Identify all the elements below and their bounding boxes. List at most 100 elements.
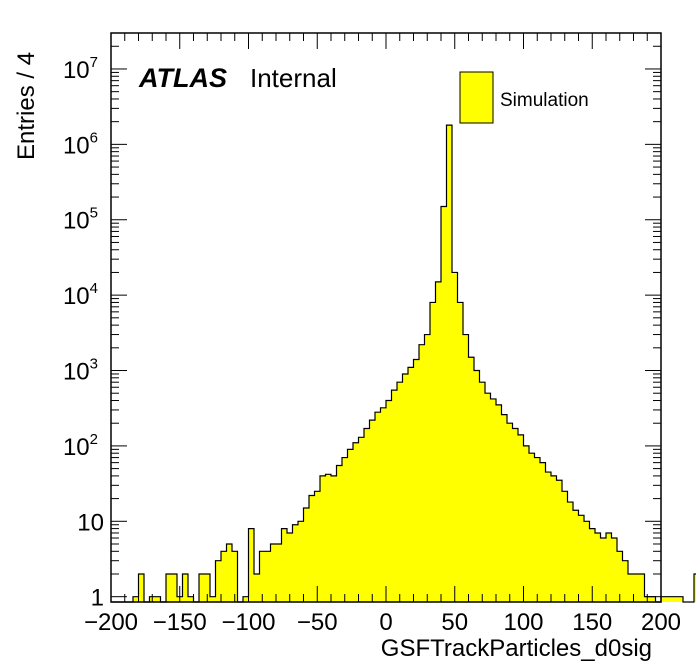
y-axis-label: Entries / 4 — [13, 52, 40, 160]
histogram-bar — [430, 302, 436, 602]
histogram-bar — [287, 532, 293, 602]
histogram-bar — [551, 475, 557, 602]
histogram-bar — [232, 551, 238, 602]
histogram-bar — [496, 404, 502, 602]
histogram-bar — [479, 382, 485, 602]
histogram-bar — [435, 281, 441, 602]
histogram-bar — [386, 400, 392, 602]
y-tick-label: 106 — [63, 129, 98, 159]
histogram-bar — [468, 357, 474, 602]
histogram-bar — [199, 573, 205, 602]
histogram-bar — [342, 457, 348, 602]
histogram-bar — [589, 528, 595, 602]
histogram-bar — [166, 573, 172, 602]
y-tick-label: 10 — [77, 509, 104, 536]
axis-ticks — [110, 32, 662, 602]
histogram-bar — [276, 543, 282, 602]
histogram-bar — [188, 596, 194, 602]
histogram-bar — [133, 596, 139, 602]
histogram-bar — [314, 491, 320, 602]
histogram-bar — [507, 423, 513, 602]
histogram-bar — [584, 521, 590, 602]
x-tick-label: −100 — [221, 609, 275, 636]
histogram-bar — [402, 373, 408, 602]
histogram-bar — [254, 573, 260, 602]
histogram-bar — [474, 370, 480, 602]
x-tick-label: 50 — [441, 609, 468, 636]
histogram-bar — [672, 596, 678, 602]
histogram-bar — [424, 334, 430, 602]
x-tick-label: −200 — [84, 609, 138, 636]
histogram-bar — [501, 414, 507, 602]
histogram-bar — [325, 474, 331, 602]
histogram-bar — [364, 428, 370, 602]
histogram-bar — [375, 412, 381, 602]
histogram-bar — [353, 442, 359, 602]
histogram-bar — [358, 437, 364, 602]
histogram-bar — [221, 551, 227, 602]
histogram-bar — [573, 510, 579, 602]
histogram-bar — [182, 573, 188, 602]
histogram-bar — [639, 573, 645, 602]
histogram-bar — [265, 551, 271, 602]
histogram-bar — [540, 462, 546, 602]
y-tick-label: 104 — [63, 280, 98, 310]
y-tick-label: 1 — [91, 585, 104, 612]
x-tick-label: −150 — [153, 609, 207, 636]
x-tick-label: 150 — [572, 609, 612, 636]
histogram-bar — [243, 596, 249, 602]
y-tick-labels: 1 10 102 103 104 105 106 107 — [63, 54, 104, 612]
histogram-bar — [523, 445, 529, 602]
histogram-bar — [248, 528, 254, 602]
histogram-bar — [397, 382, 403, 602]
histogram-bar — [452, 272, 458, 602]
histogram-bar — [567, 502, 573, 602]
histogram-bar — [347, 449, 353, 602]
histogram-bar — [138, 573, 144, 602]
histogram-outline — [111, 124, 696, 603]
histogram-bar — [215, 560, 221, 602]
histogram-bar — [485, 393, 491, 602]
histogram-bar — [556, 480, 562, 602]
histogram-bar — [391, 390, 397, 602]
histogram-bar — [490, 398, 496, 602]
histogram-bars — [111, 124, 696, 603]
histogram-bar — [298, 521, 304, 602]
histogram-bar — [666, 596, 672, 602]
histogram-bar — [617, 551, 623, 602]
histogram-bar — [606, 532, 612, 602]
histogram-bar — [677, 596, 683, 602]
histogram-bar — [529, 453, 535, 602]
x-tick-labels: −200 −150 −100 −50 0 50 100 150 200 — [84, 609, 681, 636]
x-tick-label: −50 — [297, 609, 338, 636]
histogram-bar — [281, 528, 287, 602]
histogram-bar — [210, 596, 216, 602]
histogram-bar — [463, 334, 469, 602]
histogram-bar — [413, 359, 419, 602]
histogram-bar — [309, 495, 315, 602]
histogram-bar — [611, 538, 617, 602]
histogram-bar — [320, 475, 326, 602]
histogram-bar — [204, 573, 210, 602]
legend-label: Simulation — [500, 90, 589, 111]
histogram-bar — [259, 551, 265, 602]
atlas-label: ATLAS — [138, 63, 227, 93]
histogram-bar — [292, 524, 298, 602]
x-axis-label: GSFTrackParticles_d0sig — [381, 635, 652, 662]
histogram-bar — [171, 573, 177, 602]
histogram-bar — [446, 125, 452, 603]
x-tick-label: 200 — [641, 609, 681, 636]
histogram-bar — [419, 344, 425, 602]
histogram-bar — [441, 206, 447, 602]
histogram-bar — [633, 573, 639, 602]
histogram-bar — [457, 302, 463, 602]
x-tick-label: 0 — [379, 609, 392, 636]
x-tick-label: 100 — [503, 609, 543, 636]
histogram-bar — [270, 543, 276, 602]
legend-swatch — [459, 71, 494, 124]
histogram-bar — [661, 596, 667, 602]
y-tick-label: 102 — [63, 431, 98, 461]
histogram-bar — [226, 543, 232, 602]
histogram-bar — [380, 407, 386, 602]
